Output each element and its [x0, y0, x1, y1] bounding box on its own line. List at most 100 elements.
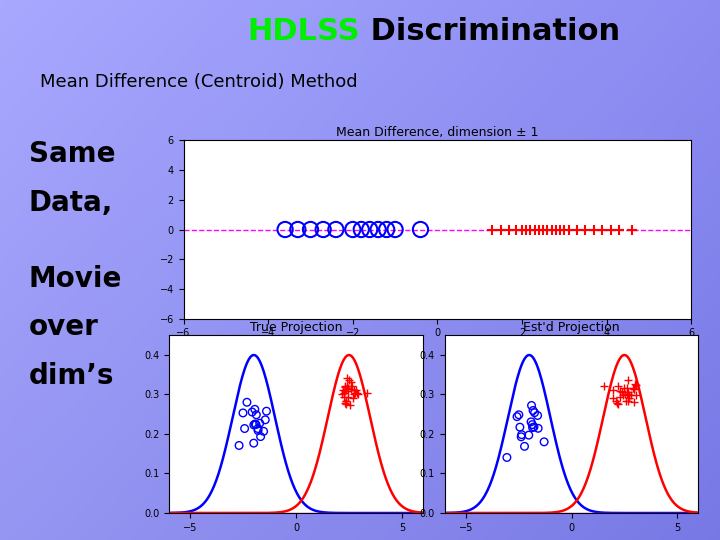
Point: [539, 437, 550, 446]
Point: [341, 385, 352, 394]
Point: [347, 394, 359, 403]
Point: [249, 420, 261, 428]
Point: [516, 430, 528, 439]
Text: HDLSS: HDLSS: [248, 17, 360, 46]
Point: [527, 406, 539, 415]
Point: [338, 393, 350, 401]
Point: [246, 408, 258, 416]
Point: [612, 399, 624, 408]
Point: [252, 426, 264, 435]
Point: [526, 420, 538, 429]
Point: [630, 391, 642, 400]
Point: [487, 225, 498, 234]
Point: [563, 225, 575, 234]
Point: [361, 388, 372, 397]
Point: [588, 225, 600, 234]
Point: [292, 225, 304, 234]
Point: [613, 225, 625, 234]
Text: Mean Difference (Centroid) Method: Mean Difference (Centroid) Method: [40, 73, 357, 91]
Title: Mean Difference, dimension ± 1: Mean Difference, dimension ± 1: [336, 126, 539, 139]
Point: [525, 225, 536, 234]
Point: [618, 383, 630, 392]
Point: [527, 423, 539, 432]
Point: [605, 225, 616, 234]
Point: [523, 431, 534, 440]
Point: [341, 396, 352, 405]
Point: [341, 381, 353, 390]
Point: [338, 389, 349, 397]
Point: [341, 400, 352, 408]
Point: [623, 396, 634, 405]
Title: Est'd Projection: Est'd Projection: [523, 321, 620, 334]
Point: [532, 411, 544, 420]
Point: [252, 424, 264, 433]
Point: [318, 225, 329, 234]
Point: [345, 401, 356, 409]
Point: [630, 381, 642, 390]
Point: [347, 225, 359, 234]
Point: [237, 409, 248, 417]
Point: [501, 453, 513, 462]
Text: Data,: Data,: [29, 189, 113, 217]
Point: [343, 387, 354, 395]
Point: [346, 377, 357, 386]
Point: [528, 423, 540, 431]
Point: [343, 384, 354, 393]
Point: [350, 386, 361, 394]
Point: [342, 393, 354, 401]
Point: [279, 225, 291, 234]
Point: [619, 390, 631, 399]
Point: [526, 417, 537, 426]
Point: [255, 432, 266, 441]
Point: [629, 385, 640, 394]
Point: [620, 396, 631, 405]
Point: [390, 225, 401, 234]
Point: [415, 225, 426, 234]
Point: [248, 439, 259, 448]
Point: [537, 225, 549, 234]
Point: [613, 381, 624, 390]
Point: [611, 399, 623, 407]
Point: [622, 388, 634, 396]
Point: [617, 390, 629, 399]
Point: [529, 225, 541, 234]
Text: Movie: Movie: [29, 265, 122, 293]
Point: [526, 401, 537, 410]
Point: [254, 419, 266, 428]
Text: HDLSS: HDLSS: [0, 539, 1, 540]
Point: [623, 391, 634, 400]
Text: Same: Same: [29, 140, 115, 168]
Title: True Projection: True Projection: [250, 321, 342, 334]
Text: HDLSS Discrimination: HDLSS Discrimination: [0, 539, 1, 540]
Point: [621, 384, 633, 393]
Point: [533, 225, 544, 234]
Point: [514, 423, 526, 431]
Point: [622, 389, 634, 398]
Point: [339, 399, 351, 408]
Point: [616, 387, 628, 396]
Point: [233, 441, 245, 450]
Point: [516, 225, 528, 234]
Point: [251, 410, 262, 419]
Point: [541, 225, 553, 234]
Point: [348, 386, 359, 395]
Text: over: over: [29, 313, 99, 341]
Point: [349, 388, 361, 397]
Point: [249, 405, 261, 414]
Point: [340, 382, 351, 390]
Point: [381, 225, 392, 234]
Point: [342, 373, 354, 382]
Point: [339, 382, 351, 391]
Point: [607, 386, 618, 394]
Text: dim’s: dim’s: [29, 362, 114, 390]
Point: [559, 225, 570, 234]
Point: [343, 376, 354, 384]
Point: [241, 398, 253, 407]
Point: [511, 413, 523, 421]
Point: [258, 427, 269, 436]
Point: [495, 225, 507, 234]
Point: [340, 387, 351, 395]
Point: [554, 225, 566, 234]
Point: [348, 389, 360, 398]
Point: [629, 385, 640, 394]
